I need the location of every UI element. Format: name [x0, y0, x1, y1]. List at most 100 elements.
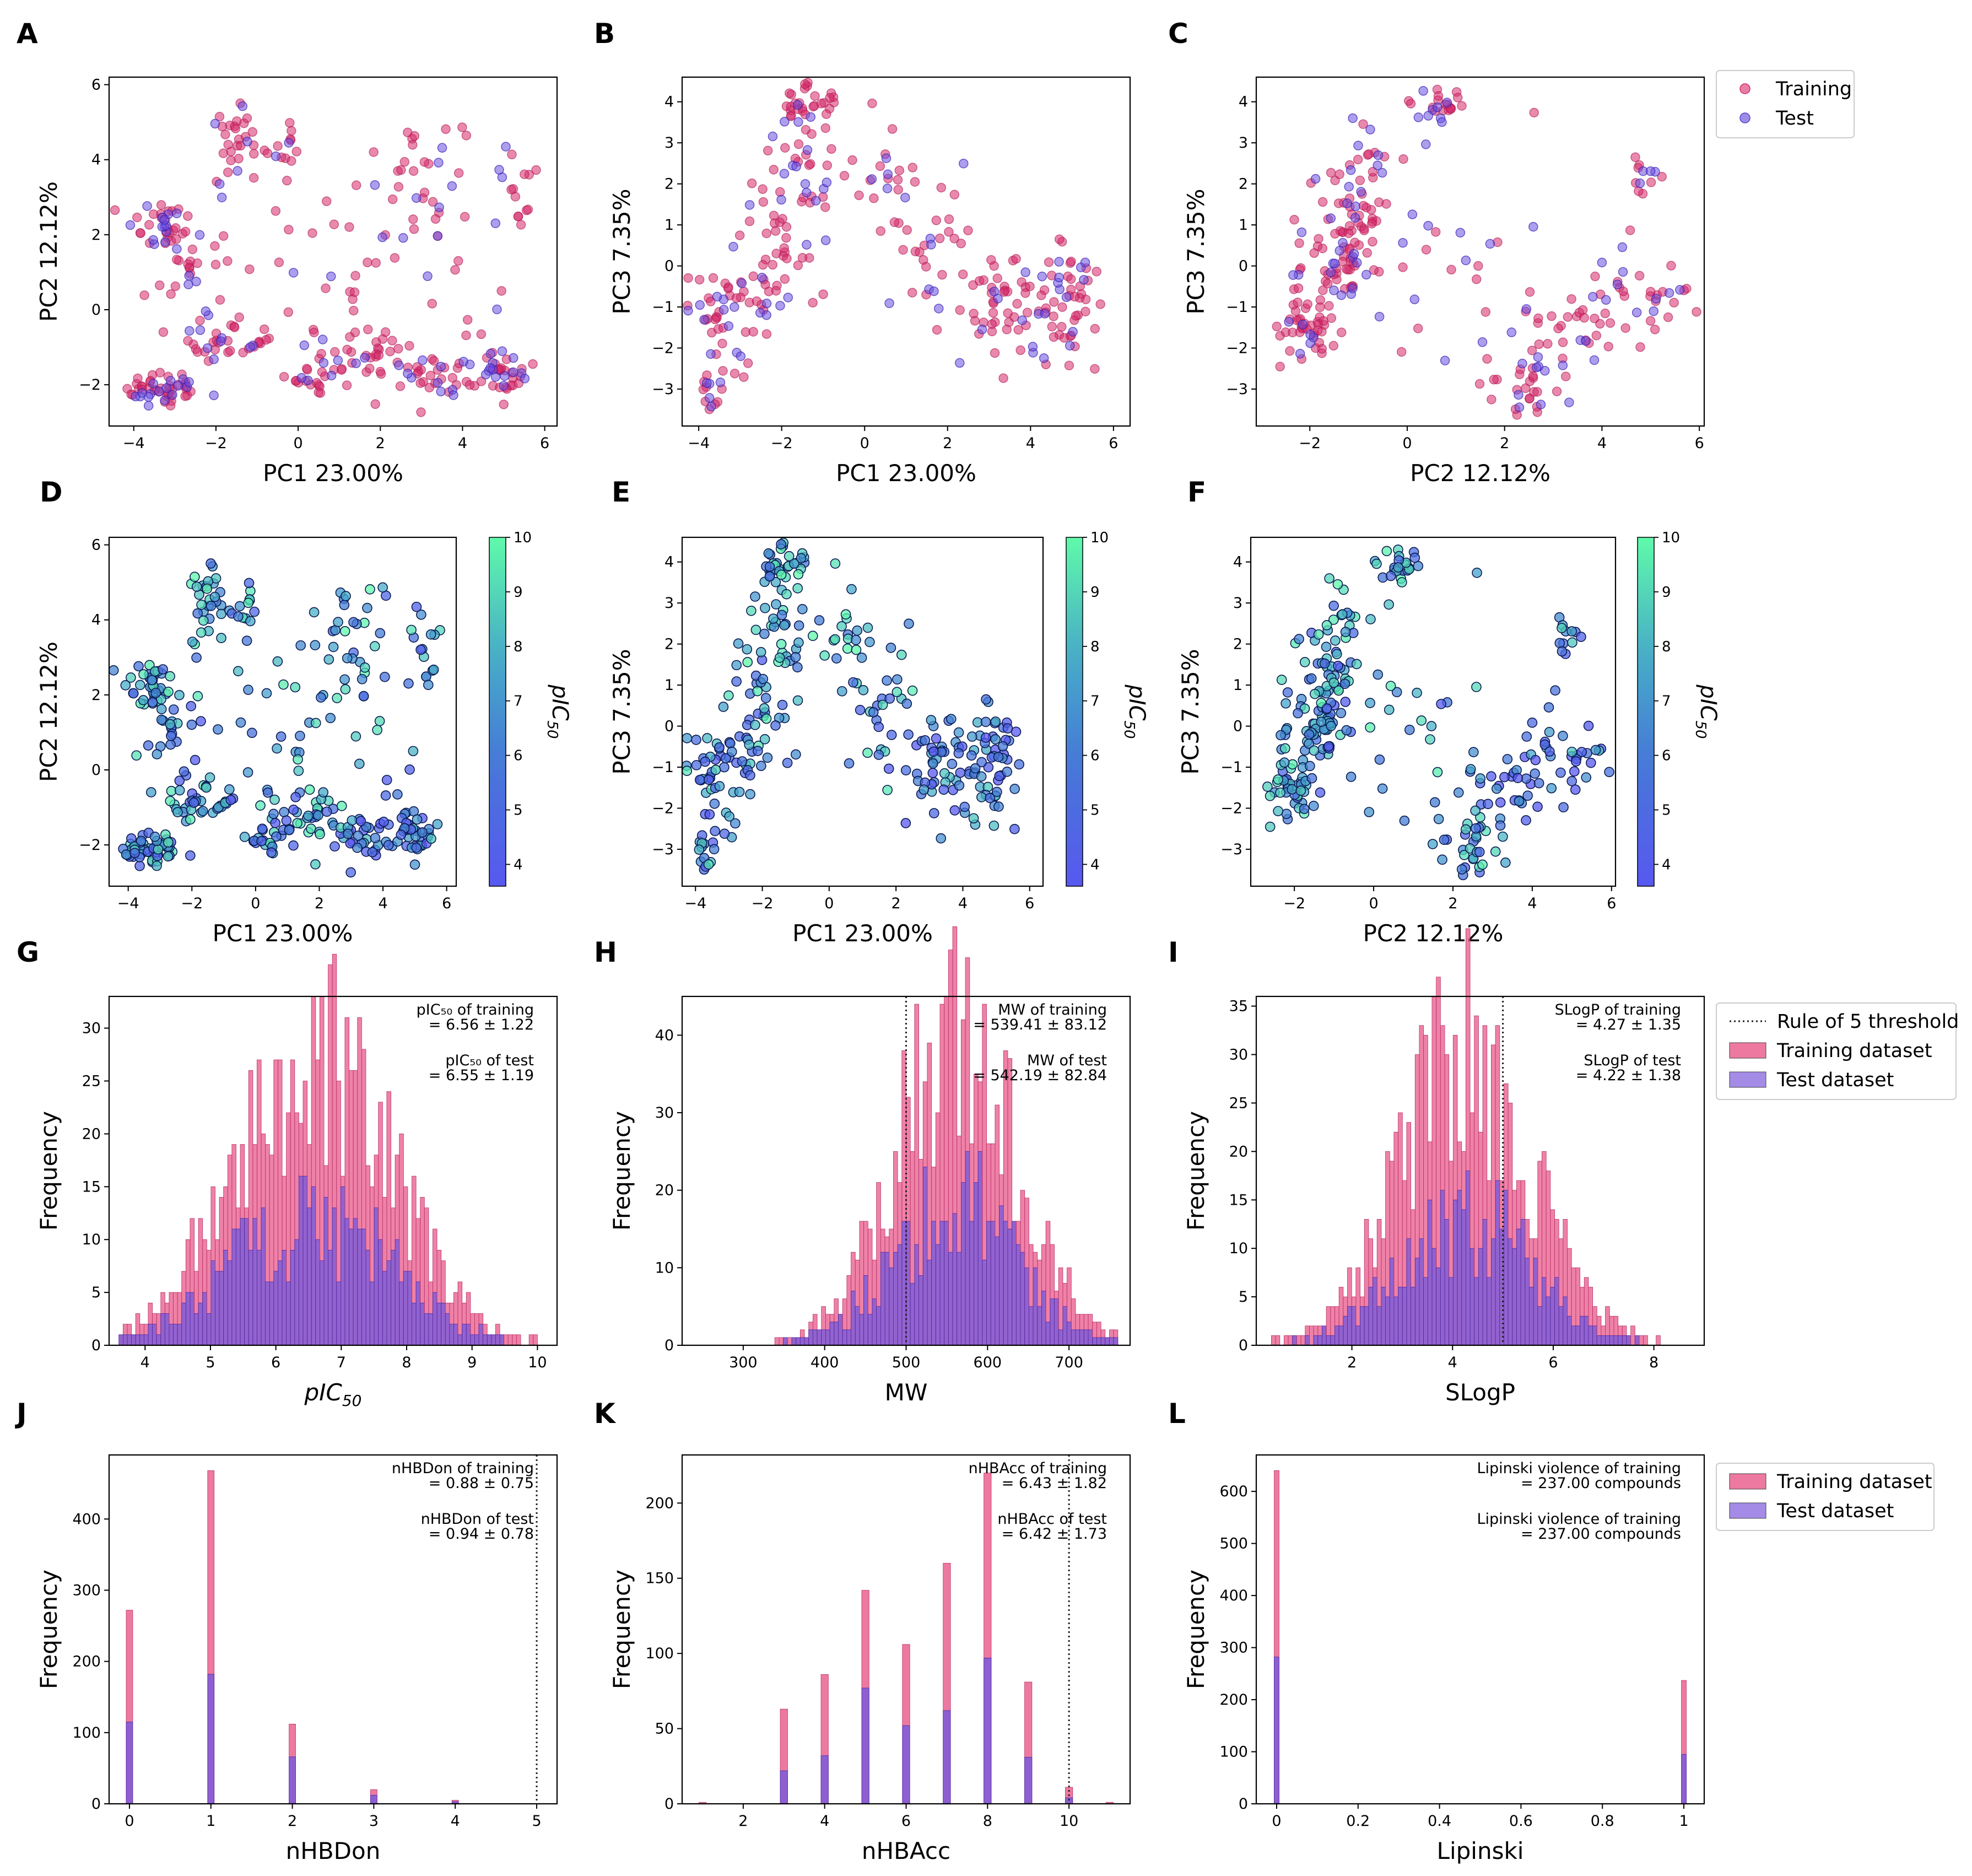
- bar-test: [1385, 1296, 1390, 1346]
- y-tick-label: 400: [72, 1511, 101, 1528]
- bar-test: [311, 1186, 316, 1346]
- point-pic50: [1514, 796, 1525, 807]
- point-training: [936, 182, 947, 193]
- point-pic50: [831, 653, 842, 664]
- bar-test: [1537, 1306, 1542, 1346]
- y-tick-label: 200: [1219, 1691, 1248, 1708]
- point-pic50: [928, 758, 938, 769]
- colorbar-tick-label: 8: [1662, 639, 1671, 655]
- point-pic50: [756, 761, 766, 771]
- point-test: [776, 195, 786, 205]
- point-pic50: [1412, 687, 1422, 698]
- point-test: [434, 202, 444, 213]
- y-tick-label: 300: [72, 1582, 101, 1599]
- bar-test: [1092, 1337, 1097, 1346]
- x-tick-label: 6: [442, 895, 451, 912]
- point-training: [396, 165, 406, 175]
- point-training: [988, 308, 998, 318]
- point-pic50: [1604, 767, 1614, 778]
- point-training: [1322, 278, 1333, 289]
- point-test: [683, 305, 693, 316]
- colorbar-tick-label: 8: [514, 639, 523, 655]
- point-training: [820, 123, 831, 133]
- point-training: [889, 217, 900, 227]
- x-tick-label: 400: [811, 1354, 839, 1371]
- x-tick-label: −2: [752, 895, 774, 912]
- point-test: [881, 153, 892, 163]
- point-test: [492, 304, 502, 315]
- y-tick-label: 4: [91, 152, 101, 169]
- point-pic50: [1381, 546, 1392, 557]
- y-axis-label: PC3 7.35%: [1177, 649, 1204, 774]
- point-pic50: [1530, 768, 1540, 779]
- y-tick-label: 0: [91, 1796, 101, 1813]
- x-tick-label: 8: [1649, 1354, 1658, 1371]
- point-training: [464, 380, 475, 390]
- point-pic50: [328, 641, 339, 653]
- point-training: [898, 245, 908, 255]
- point-pic50: [245, 616, 256, 627]
- point-pic50: [1365, 698, 1375, 708]
- x-axis-label: PC1 23.00%: [792, 920, 933, 947]
- bar-test: [1402, 1287, 1407, 1346]
- point-training: [1398, 262, 1408, 272]
- point-training: [1057, 302, 1067, 312]
- point-training: [747, 178, 757, 188]
- bar-test: [1326, 1335, 1331, 1346]
- point-training: [1071, 311, 1081, 321]
- colorbar-tick-label: 7: [514, 693, 523, 710]
- point-pic50: [367, 847, 378, 858]
- y-axis-label: Frequency: [35, 1111, 62, 1231]
- y-tick-label: 0: [1233, 718, 1242, 735]
- point-pic50: [1393, 562, 1403, 573]
- point-pic50: [936, 833, 947, 844]
- point-pic50: [295, 730, 305, 741]
- point-pic50: [761, 713, 772, 724]
- point-pic50: [719, 762, 730, 773]
- point-training: [771, 249, 781, 258]
- x-tick-label: −2: [181, 895, 203, 912]
- point-pic50: [256, 835, 267, 847]
- point-pic50: [108, 665, 119, 676]
- annotation: = 539.41 ± 83.12: [973, 1016, 1107, 1033]
- x-tick-label: −4: [123, 435, 145, 452]
- point-test: [1373, 160, 1382, 170]
- point-pic50: [1576, 632, 1586, 642]
- point-test: [1020, 267, 1030, 277]
- bar-test: [1406, 1238, 1412, 1346]
- point-training: [1563, 312, 1573, 322]
- point-pic50: [955, 767, 966, 778]
- point-test: [1349, 249, 1359, 259]
- point-pic50: [1364, 807, 1375, 817]
- point-pic50: [353, 831, 364, 841]
- point-pic50: [1328, 614, 1339, 625]
- point-pic50: [224, 784, 235, 795]
- y-tick-label: 4: [664, 94, 674, 111]
- point-training: [1335, 169, 1344, 179]
- point-pic50: [163, 687, 174, 697]
- colorbar-label-main: pIC: [547, 684, 572, 720]
- x-tick-label: 600: [974, 1354, 1002, 1371]
- point-pic50: [242, 767, 253, 778]
- y-tick-label: 30: [1229, 1047, 1248, 1064]
- point-pic50: [275, 731, 287, 742]
- point-test: [1407, 209, 1418, 219]
- point-test: [245, 342, 255, 352]
- point-training: [694, 274, 705, 285]
- point-test: [520, 374, 530, 384]
- point-pic50: [882, 785, 893, 795]
- point-pic50: [1571, 756, 1581, 767]
- point-pic50: [768, 613, 779, 624]
- annotation: = 6.55 ± 1.19: [429, 1067, 534, 1084]
- x-tick-label: 3: [369, 1813, 379, 1830]
- point-test: [215, 336, 226, 346]
- point-training: [956, 239, 966, 249]
- point-training: [867, 98, 877, 109]
- point-pic50: [339, 600, 350, 611]
- point-pic50: [121, 849, 132, 860]
- bar-training: [1656, 1335, 1661, 1346]
- point-test: [237, 101, 248, 111]
- bar-test: [328, 1249, 333, 1346]
